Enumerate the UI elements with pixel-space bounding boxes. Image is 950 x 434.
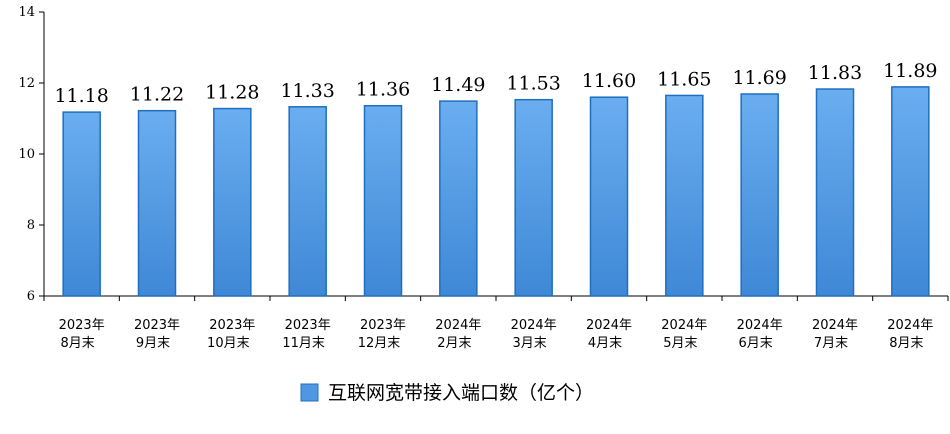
- data-label: 11.33: [280, 80, 334, 102]
- x-tick-label: 2月末: [437, 336, 471, 351]
- x-tick-label: 10月末: [207, 336, 250, 351]
- x-tick-label: 9月末: [136, 336, 170, 351]
- legend-label: 互联网宽带接入端口数（亿个）: [328, 382, 594, 404]
- x-tick-label: 8月末: [889, 336, 923, 351]
- x-tick-label: 2023年: [285, 318, 331, 333]
- data-label: 11.36: [356, 79, 410, 101]
- y-tick-label: 8: [27, 218, 35, 233]
- x-tick-label: 6月末: [739, 336, 773, 351]
- x-tick-label: 2024年: [435, 318, 481, 333]
- y-tick-label: 10: [18, 147, 35, 162]
- bar: [288, 106, 327, 297]
- x-tick-label: 12月末: [358, 336, 401, 351]
- x-tick-label: 2024年: [887, 318, 933, 333]
- bar: [665, 94, 704, 297]
- data-label: 11.18: [54, 85, 108, 107]
- bar: [137, 109, 177, 297]
- data-labels: 11.18 11.22 11.28 11.33 11.36 11.49 11.53 11.60…: [54, 60, 937, 107]
- data-label: 11.53: [506, 73, 560, 95]
- x-tick-label: 2024年: [737, 318, 783, 333]
- x-tick-label: 2023年: [59, 318, 105, 333]
- x-tick-label: 2024年: [661, 318, 707, 333]
- data-label: 11.69: [732, 67, 786, 89]
- legend: 互联网宽带接入端口数（亿个）: [300, 382, 594, 404]
- bar: [514, 98, 553, 297]
- y-tick-label: 12: [18, 76, 35, 91]
- x-tick-label: 2024年: [586, 318, 632, 333]
- x-tick-label: 2023年: [209, 318, 255, 333]
- bar: [62, 111, 101, 297]
- x-tick-label: 11月末: [282, 336, 325, 351]
- data-label: 11.22: [130, 84, 184, 106]
- axes: 6 8 10 12 14 2023年 8月末 2023年 9月末 2023年 10月末 2023年 11…: [18, 5, 949, 351]
- x-tick-label: 7月末: [814, 336, 848, 351]
- bar: [589, 96, 629, 297]
- data-label: 11.49: [431, 74, 485, 96]
- y-tick-label: 14: [18, 5, 35, 20]
- data-label: 11.28: [205, 82, 259, 104]
- x-tick-label: 5月末: [663, 336, 697, 351]
- y-tick-label: 6: [27, 289, 35, 304]
- data-label: 11.89: [883, 60, 937, 82]
- data-label: 11.65: [657, 68, 711, 90]
- x-tick-label: 4月末: [588, 336, 622, 351]
- bar: [363, 104, 403, 297]
- bar: [439, 100, 478, 297]
- bar: [740, 93, 779, 297]
- data-label: 11.83: [808, 62, 862, 84]
- x-tick-label: 8月末: [61, 336, 95, 351]
- bars: [62, 86, 930, 297]
- legend-swatch: [300, 383, 319, 402]
- bar: [213, 107, 252, 297]
- x-tick-label: 3月末: [513, 336, 547, 351]
- bar: [891, 86, 930, 297]
- x-tick-label: 2023年: [360, 318, 406, 333]
- x-tick-label: 2024年: [812, 318, 858, 333]
- data-label: 11.60: [582, 70, 636, 92]
- x-tick-label: 2023年: [134, 318, 180, 333]
- x-tick-label: 2024年: [511, 318, 557, 333]
- bar: [815, 88, 855, 297]
